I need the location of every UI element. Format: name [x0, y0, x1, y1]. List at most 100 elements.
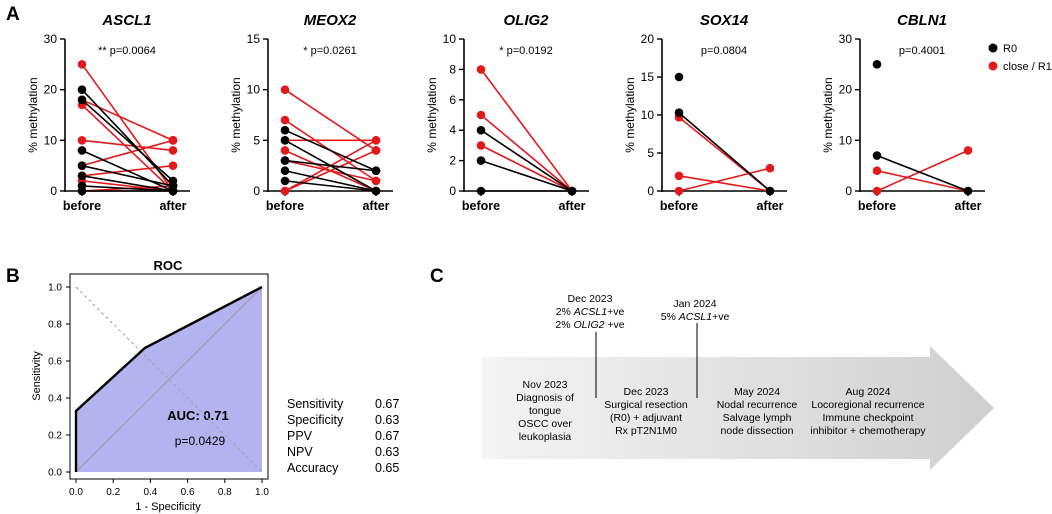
y-tick-label: 20 [839, 83, 853, 97]
metric-name: Specificity [287, 413, 344, 427]
data-point [371, 176, 381, 186]
callout-line-text: 2% OLIG2 +ve [555, 319, 624, 331]
series-line [284, 149, 377, 192]
y-tick-label: 10 [839, 133, 853, 147]
y-tick-label: 30 [839, 32, 853, 46]
series-line [81, 180, 174, 192]
data-point [674, 108, 684, 118]
metric-value: 0.67 [375, 429, 399, 443]
timeline-event-text: OSCC over [518, 418, 572, 430]
timeline-event-text: Locoregional recurrence [811, 399, 924, 411]
p-value-label: ** p=0.0064 [98, 45, 156, 57]
data-point [371, 146, 381, 155]
series-line [876, 154, 969, 192]
panel-label-b: B [6, 266, 20, 287]
methylation-plot-cbln1: CBLN1 p=0.4001 % methylation 0 10 20 30 before a… [821, 12, 985, 213]
series-line [678, 167, 771, 192]
y-tick-label: 6 [449, 93, 456, 107]
timeline-event-text: Nodal recurrence [717, 399, 798, 411]
data-point [963, 146, 973, 155]
methylation-plot-olig2: OLIG2 * p=0.0192 % methylation 0 2 4 6 8 10 befor… [425, 12, 589, 213]
data-point [77, 60, 87, 69]
p-value-label: p=0.4001 [899, 45, 945, 57]
timeline-event-text: (R0) + adjuvant [610, 412, 682, 424]
series-line [480, 114, 573, 192]
series-line [81, 99, 174, 182]
callout-line-text: 5% ACSL1+ve [661, 311, 730, 323]
series-line [284, 89, 377, 152]
timeline-event-text: Surgical resection [604, 399, 688, 411]
series-line [81, 139, 174, 167]
roc-y-label: Sensitivity [31, 351, 43, 401]
panel-label-a: A [6, 4, 20, 25]
x-tick-label: 0.8 [218, 487, 232, 498]
y-tick-label: 5 [253, 133, 260, 147]
data-point [280, 136, 290, 145]
y-tick-label: 0 [845, 184, 852, 198]
methylation-plot-ascl1: ASCL1 ** p=0.0064 % methylation 0 10 20 30 befo… [26, 12, 190, 213]
series-line [284, 180, 377, 192]
series-line [480, 159, 573, 192]
roc-reference-diagonal [75, 286, 263, 473]
series-line [876, 169, 969, 192]
timeline-event-text: tongue [529, 405, 561, 417]
metric-value: 0.65 [375, 461, 399, 475]
data-point [168, 161, 178, 170]
timeline-event-text: Rx pT2N1M0 [615, 425, 677, 437]
data-point [872, 60, 882, 69]
y-tick-label: 5 [647, 146, 654, 160]
x-category-label: before [63, 199, 101, 213]
timeline-event-text: May 2024 [734, 386, 780, 398]
metric-value: 0.63 [375, 413, 399, 427]
y-tick-label: 2 [449, 154, 456, 168]
x-tick-label: 0.4 [143, 487, 157, 498]
series-line [480, 144, 573, 192]
data-point [674, 72, 684, 82]
timeline-event-text: Immune checkpoint [822, 412, 913, 424]
y-tick-label: 0.4 [48, 394, 62, 405]
series-line [284, 159, 377, 172]
series-line [81, 89, 174, 187]
panel-label-c: C [430, 266, 444, 287]
p-value-label: * p=0.0261 [303, 45, 357, 57]
data-point [77, 171, 87, 181]
timeline-event-text: node dissection [721, 425, 794, 437]
timeline-event-text: leukoplasia [519, 431, 572, 443]
data-point [872, 186, 882, 196]
series-line [81, 185, 174, 192]
callout-line-text: 2% ACSL1+ve [556, 306, 625, 318]
series-line [284, 129, 377, 172]
data-point [280, 85, 290, 94]
timeline-event-text: Salvage lymph [723, 412, 792, 424]
data-point [476, 125, 486, 135]
x-tick-label: 0.2 [106, 487, 120, 498]
chart-title: CBLN1 [897, 12, 947, 29]
y-tick-label: 20 [641, 32, 655, 46]
metric-name: Sensitivity [287, 397, 344, 411]
data-point [872, 166, 882, 176]
y-tick-label: 30 [44, 32, 58, 46]
series-line [876, 149, 969, 192]
p-value-label: p=0.0804 [701, 45, 747, 57]
legend: R0 close / R1 [988, 43, 1052, 73]
y-tick-label: 0.6 [48, 357, 62, 368]
data-point [280, 166, 290, 176]
y-axis-label: % methylation [623, 77, 637, 152]
series-line [81, 175, 174, 192]
x-category-label: before [266, 199, 304, 213]
methylation-plot-meox2: MEOX2 * p=0.0261 % methylation 0 5 10 15 before… [229, 12, 393, 213]
data-point [765, 186, 775, 196]
chart-title: ASCL1 [101, 12, 151, 29]
x-category-label: before [660, 199, 698, 213]
data-point [280, 156, 290, 165]
y-tick-label: 0.8 [48, 320, 62, 331]
y-tick-label: 10 [641, 108, 655, 122]
data-point [567, 186, 577, 196]
legend-label-r1: close / R1 [1003, 61, 1052, 73]
series-line [480, 68, 573, 192]
data-point [280, 186, 290, 196]
chart-title: OLIG2 [503, 12, 549, 29]
callout-date: Dec 2023 [568, 293, 613, 305]
data-point [476, 110, 486, 120]
